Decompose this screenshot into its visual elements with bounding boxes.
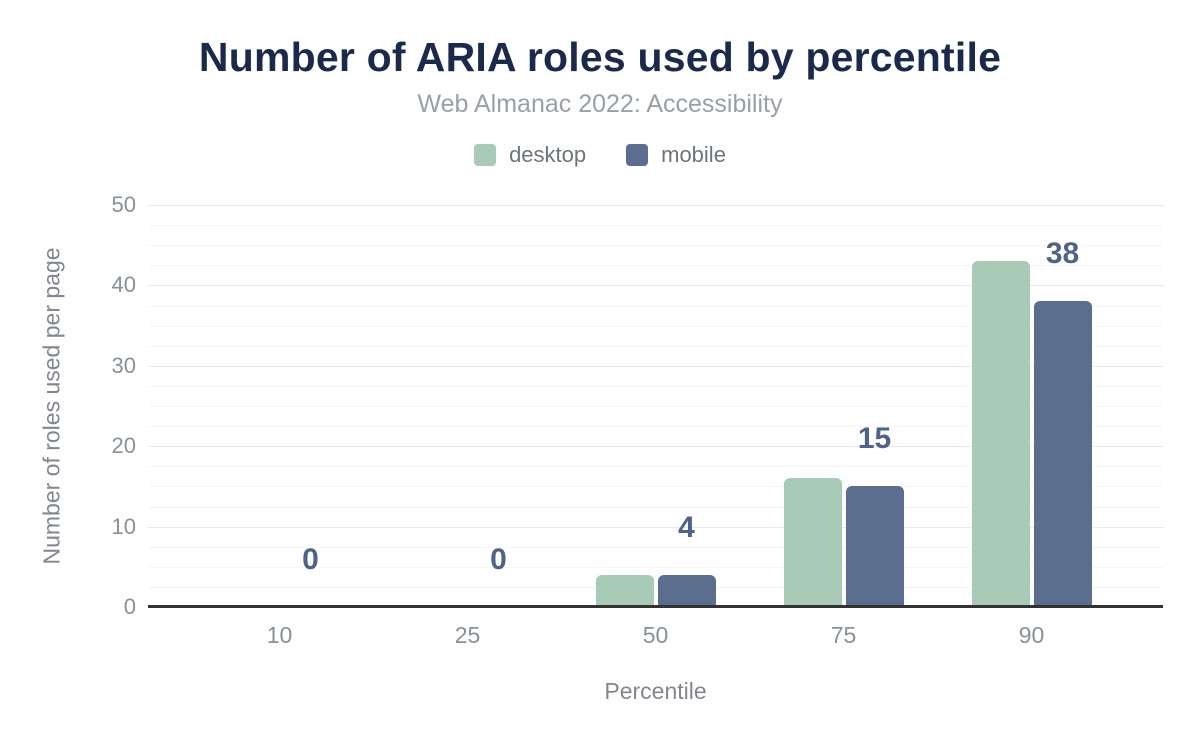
gridline-major	[148, 446, 1163, 448]
y-tick-label: 50	[111, 192, 136, 217]
bar-value-label-p90: 38	[1045, 237, 1080, 271]
gridline-minor	[148, 245, 1163, 247]
legend-label-desktop: desktop	[509, 142, 587, 167]
y-tick-label: 40	[111, 272, 136, 298]
gridline-minor	[148, 305, 1163, 307]
chart-subtitle: Web Almanac 2022: Accessibility	[417, 90, 783, 118]
x-axis-line	[148, 605, 1163, 608]
y-tick-label: 30	[111, 352, 136, 378]
legend: desktop mobile	[0, 142, 1200, 168]
gridline-minor	[148, 385, 1163, 387]
gridline-minor	[148, 265, 1163, 267]
gridline-minor	[148, 325, 1163, 327]
gridline-major	[148, 285, 1163, 287]
x-tick-label-p90: 90	[1018, 622, 1045, 648]
y-tick-label: 20	[111, 433, 136, 459]
bar-value-label-p10: 0	[302, 543, 319, 576]
bar-mobile-p90	[1033, 301, 1092, 607]
bar-mobile-p50	[657, 574, 716, 607]
gridline-minor	[148, 486, 1163, 488]
plot-area: 0 10 20 30 40 50 0 10 0 25 4 50 15 75 38 90	[112, 192, 1163, 648]
chart-title: Number of ARIA roles used by percentile	[198, 34, 1002, 80]
gridline-minor	[148, 466, 1163, 468]
desktop-legend-swatch-icon	[474, 144, 497, 166]
legend-item-desktop: desktop	[474, 142, 586, 168]
bar-mobile-p75	[845, 486, 904, 607]
gridline-major	[148, 526, 1163, 528]
gridline-minor	[148, 345, 1163, 347]
gridline-minor	[148, 225, 1163, 227]
gridline-major	[148, 205, 1163, 206]
gridline-major	[148, 365, 1163, 367]
bar-desktop-p50	[595, 574, 654, 607]
legend-label-mobile: mobile	[661, 142, 726, 167]
mobile-legend-swatch-icon	[626, 144, 649, 166]
bar-desktop-p75	[783, 478, 842, 607]
x-tick-label-p10: 10	[266, 622, 293, 648]
x-axis-title: Percentile	[604, 678, 707, 704]
bar-value-label-p25: 0	[490, 543, 507, 576]
gridline-minor	[148, 406, 1163, 407]
gridline-minor	[148, 566, 1163, 568]
bar-value-label-p75: 15	[857, 422, 892, 456]
gridline-minor	[148, 506, 1163, 508]
bar-value-label-p50: 4	[678, 510, 695, 544]
gridline-minor	[148, 586, 1163, 588]
x-tick-label-p75: 75	[830, 622, 857, 648]
x-tick-label-p50: 50	[642, 622, 669, 648]
y-tick-label: 0	[123, 594, 136, 619]
gridline-minor	[148, 426, 1163, 428]
legend-item-mobile: mobile	[626, 142, 726, 168]
gridline-minor	[148, 546, 1163, 548]
bar-desktop-p90	[971, 261, 1030, 607]
x-tick-label-p25: 25	[454, 622, 481, 648]
y-tick-label: 10	[111, 513, 136, 539]
